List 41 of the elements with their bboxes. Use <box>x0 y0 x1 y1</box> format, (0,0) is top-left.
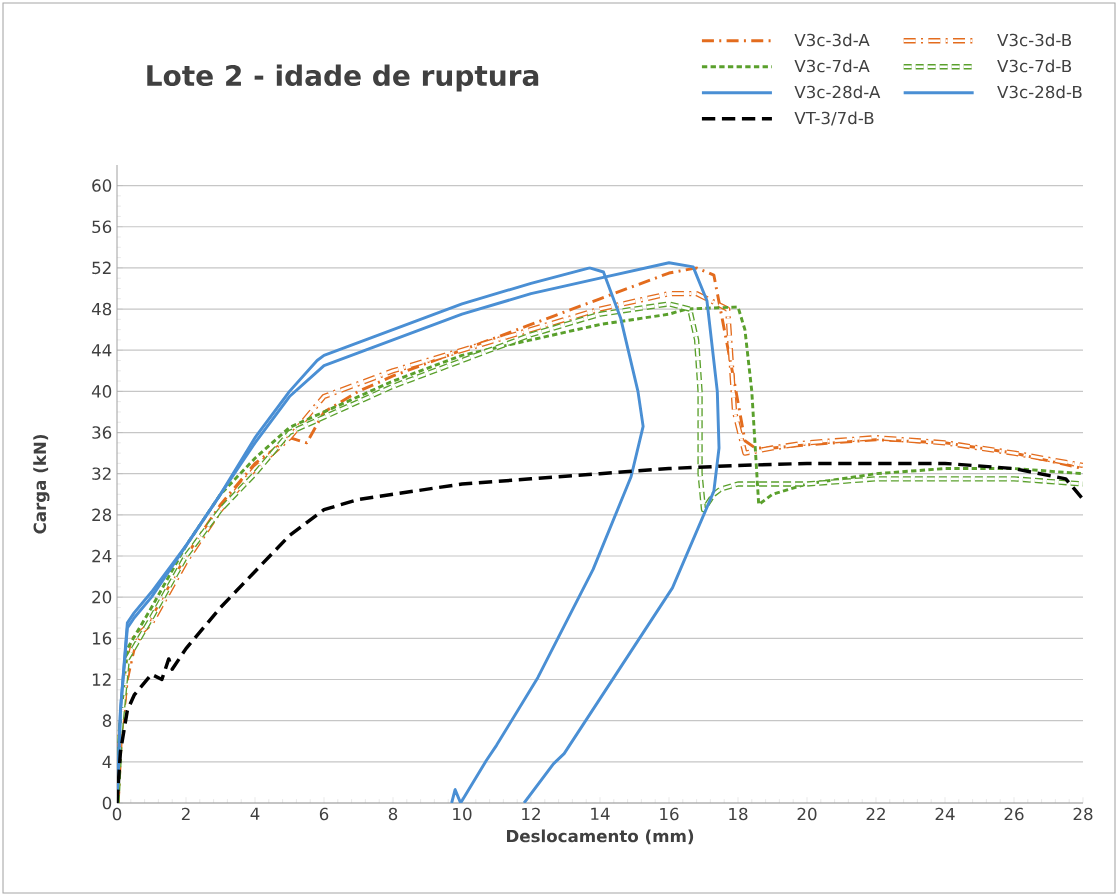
y-tick-label: 8 <box>102 714 112 727</box>
x-tick-label: 12 <box>522 807 540 821</box>
x-tick-label: 2 <box>181 807 190 821</box>
x-tick-label: 18 <box>729 807 748 821</box>
y-tick-label: 48 <box>91 302 112 316</box>
x-tick-label: 8 <box>388 807 398 821</box>
x-tick-label: 26 <box>1004 807 1024 821</box>
y-tick-label: 28 <box>92 508 112 522</box>
x-tick-label: 14 <box>591 807 610 820</box>
x-tick-label: 20 <box>797 807 817 821</box>
y-tick-label: 56 <box>92 220 112 234</box>
x-axis-title: Deslocamento (mm) <box>507 829 694 845</box>
legend-label: VT-3/7d-B <box>794 111 874 126</box>
y-tick-label: 52 <box>92 261 111 275</box>
y-tick-label: 60 <box>92 179 112 192</box>
y-tick-label: 36 <box>92 426 112 439</box>
legend-label: V3c-3d-B <box>997 33 1072 47</box>
x-tick-label: 4 <box>250 807 260 820</box>
y-tick-label: 12 <box>92 673 111 686</box>
chart-title: Lote 2 - idade de ruptura <box>147 64 539 92</box>
x-tick-label: 6 <box>319 807 329 821</box>
y-tick-label: 20 <box>92 590 112 604</box>
x-tick-label: 22 <box>866 807 885 821</box>
x-tick-label: 0 <box>112 807 122 821</box>
legend-label: V3c-3d-A <box>794 33 870 47</box>
x-tick-label: 16 <box>660 807 679 821</box>
legend-label: V3c-28d-B <box>997 85 1082 99</box>
x-tick-label: 24 <box>935 807 955 821</box>
y-tick-label: 44 <box>91 344 112 357</box>
y-tick-label: 40 <box>91 385 112 398</box>
x-tick-label: 10 <box>453 807 472 821</box>
y-tick-label: 32 <box>92 467 111 480</box>
y-tick-label: 0 <box>102 796 112 810</box>
y-axis-title: Carga (kN) <box>33 434 50 534</box>
x-tick-label: 28 <box>1073 807 1093 821</box>
legend-label: V3c-7d-A <box>794 59 870 73</box>
y-tick-label: 16 <box>92 632 112 645</box>
legend-label: V3c-7d-B <box>997 59 1072 73</box>
y-tick-label: 4 <box>102 755 112 768</box>
legend-label: V3c-28d-A <box>794 85 881 99</box>
y-tick-label: 24 <box>92 549 112 563</box>
